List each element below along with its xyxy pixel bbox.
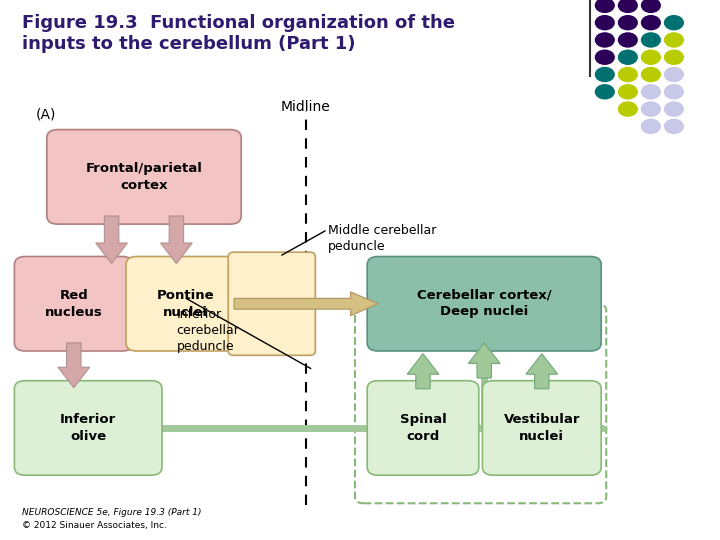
Circle shape	[618, 102, 637, 116]
Circle shape	[642, 50, 660, 64]
Circle shape	[618, 85, 637, 99]
Text: Inferior
cerebellar
peduncle: Inferior cerebellar peduncle	[176, 308, 239, 353]
Circle shape	[618, 16, 637, 30]
Circle shape	[642, 16, 660, 30]
Circle shape	[618, 33, 637, 47]
Text: Figure 19.3  Functional organization of the: Figure 19.3 Functional organization of t…	[22, 14, 454, 31]
Circle shape	[618, 50, 637, 64]
Circle shape	[665, 68, 683, 82]
Polygon shape	[161, 216, 192, 264]
Circle shape	[595, 85, 614, 99]
Text: Vestibular
nuclei: Vestibular nuclei	[503, 413, 580, 443]
FancyBboxPatch shape	[367, 256, 601, 351]
FancyBboxPatch shape	[47, 130, 241, 224]
Circle shape	[618, 68, 637, 82]
Polygon shape	[408, 354, 439, 389]
FancyBboxPatch shape	[126, 256, 245, 351]
Text: Red
nucleus: Red nucleus	[45, 289, 103, 319]
Polygon shape	[526, 354, 558, 389]
Circle shape	[665, 16, 683, 30]
Circle shape	[595, 0, 614, 12]
Polygon shape	[58, 343, 89, 388]
Text: © 2012 Sinauer Associates, Inc.: © 2012 Sinauer Associates, Inc.	[22, 521, 166, 530]
Circle shape	[595, 68, 614, 82]
Polygon shape	[96, 216, 127, 264]
Circle shape	[618, 0, 637, 12]
Polygon shape	[468, 343, 500, 378]
Circle shape	[595, 33, 614, 47]
Polygon shape	[234, 292, 378, 315]
Circle shape	[642, 33, 660, 47]
Text: Pontine
nuclei: Pontine nuclei	[156, 289, 215, 319]
Text: Inferior
olive: Inferior olive	[60, 413, 117, 443]
Text: NEUROSCIENCE 5e, Figure 19.3 (Part 1): NEUROSCIENCE 5e, Figure 19.3 (Part 1)	[22, 508, 201, 517]
Circle shape	[642, 85, 660, 99]
FancyBboxPatch shape	[14, 256, 133, 351]
Circle shape	[642, 68, 660, 82]
FancyBboxPatch shape	[367, 381, 479, 475]
Circle shape	[665, 50, 683, 64]
Circle shape	[595, 16, 614, 30]
Text: Spinal
cord: Spinal cord	[400, 413, 446, 443]
Circle shape	[665, 85, 683, 99]
Circle shape	[595, 50, 614, 64]
Text: Midline: Midline	[281, 100, 331, 114]
Circle shape	[665, 119, 683, 133]
FancyBboxPatch shape	[482, 381, 601, 475]
Text: Middle cerebellar
peduncle: Middle cerebellar peduncle	[328, 224, 436, 253]
Circle shape	[642, 102, 660, 116]
Circle shape	[665, 102, 683, 116]
FancyBboxPatch shape	[14, 381, 162, 475]
FancyBboxPatch shape	[228, 252, 315, 355]
Circle shape	[642, 119, 660, 133]
Text: Cerebellar cortex/
Deep nuclei: Cerebellar cortex/ Deep nuclei	[417, 289, 552, 319]
Text: (A): (A)	[36, 108, 56, 122]
Text: inputs to the cerebellum (Part 1): inputs to the cerebellum (Part 1)	[22, 35, 355, 53]
Text: Frontal/parietal
cortex: Frontal/parietal cortex	[86, 162, 202, 192]
Circle shape	[642, 0, 660, 12]
Circle shape	[665, 33, 683, 47]
